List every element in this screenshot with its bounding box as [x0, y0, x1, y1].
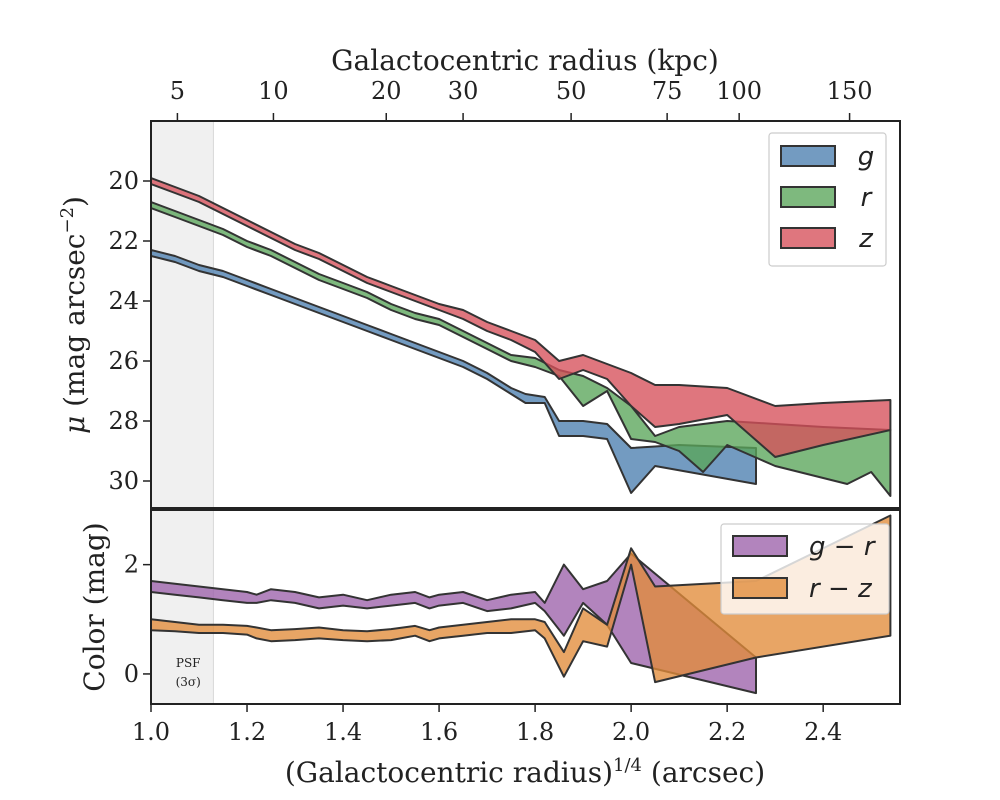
- legend-label: g: [858, 142, 875, 172]
- y-tick-label: 22: [108, 227, 139, 255]
- top-axis-title: Galactocentric radius (kpc): [331, 44, 719, 77]
- y-axis-title-top: μ (mag arcsec−2): [57, 196, 91, 434]
- legend-swatch: [780, 145, 836, 167]
- y-tick-label: 26: [108, 347, 139, 375]
- legend-label: r: [861, 183, 874, 213]
- axis-titles: Galactocentric radius (kpc) (Galactocentr…: [57, 44, 765, 789]
- legend-swatch: [732, 535, 788, 557]
- psf-label-line2: (3σ): [176, 675, 201, 689]
- y-tick-label: 28: [108, 407, 139, 435]
- data-bands: [151, 177, 892, 497]
- x-tick-label: 1.2: [228, 718, 266, 746]
- y-tick-label: 2: [124, 551, 139, 579]
- band-g-0: [151, 249, 757, 494]
- legend-label: g − r: [809, 532, 877, 562]
- x-tick-label: 1.6: [420, 718, 458, 746]
- legend-swatch: [780, 227, 836, 249]
- band-rz-1: [151, 514, 892, 684]
- top-tick-label: 10: [258, 77, 289, 105]
- x-tick-label: 1.8: [516, 718, 554, 746]
- psf-region: [151, 121, 214, 508]
- band-gr-0: [151, 552, 757, 695]
- legend-swatch: [732, 577, 788, 599]
- top-tick-label: 150: [827, 77, 873, 105]
- x-axis-title: (Galactocentric radius)1/4 (arcsec): [285, 755, 765, 789]
- top-tick-label: 5: [170, 77, 185, 105]
- top-tick-label: 30: [448, 77, 479, 105]
- surface-brightness-panel: 20 22 24 26 28 30 5 10 20 30 50 75 100 150 grz: [108, 77, 901, 509]
- x-tick-label: 2.2: [708, 718, 746, 746]
- psf-label-line1: PSF: [176, 656, 201, 670]
- legend-swatch: [780, 186, 836, 208]
- plot-frame: [150, 509, 901, 705]
- x-tick-label: 2.4: [804, 718, 842, 746]
- y-axis-title-bottom: Color (mag): [78, 522, 111, 691]
- color-panel: 0 2 1.0 1.2 1.4 1.6 1.8 2.0 2.2 2.4 PSF (3σ) g − r r …: [124, 509, 901, 746]
- plot-frame: [150, 120, 901, 509]
- y-tick-label: 24: [108, 287, 139, 315]
- x-tick-label: 2.0: [612, 718, 650, 746]
- y-tick-label: 30: [108, 467, 139, 495]
- band-r-1: [151, 201, 892, 497]
- top-tick-label: 75: [652, 77, 683, 105]
- top-tick-label: 100: [716, 77, 762, 105]
- psf-region: [151, 510, 214, 704]
- data-bands: [151, 514, 892, 695]
- top-tick-label: 20: [371, 77, 402, 105]
- legend-label: z: [858, 224, 874, 254]
- legend-label: r − z: [809, 574, 873, 604]
- x-tick-label: 1.0: [132, 718, 170, 746]
- y-tick-label: 0: [124, 660, 139, 688]
- band-z-2: [151, 177, 892, 458]
- x-tick-label: 1.4: [324, 718, 362, 746]
- top-tick-label: 50: [556, 77, 587, 105]
- y-tick-label: 20: [108, 167, 139, 195]
